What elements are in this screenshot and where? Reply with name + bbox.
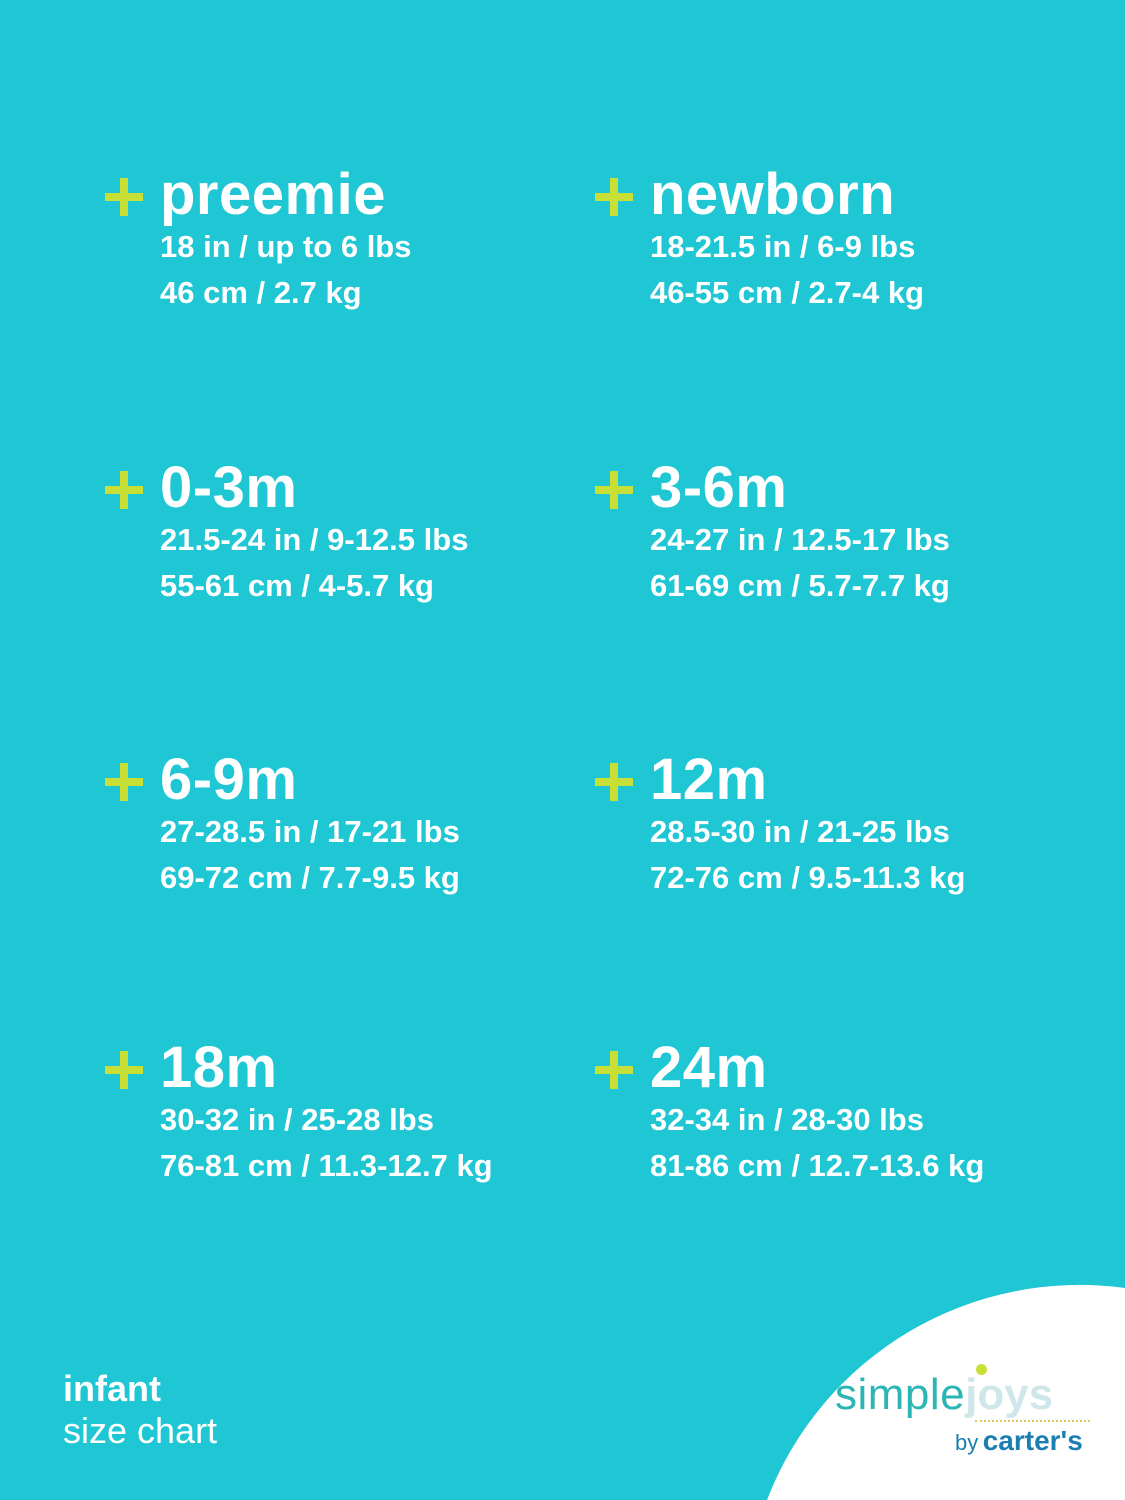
logo-badge-shape [767, 1284, 1125, 1500]
size-newborn: newborn 18-21.5 in / 6-9 lbs 46-55 cm / … [595, 162, 924, 316]
plus-icon [595, 178, 633, 216]
logo-dot-icon [976, 1364, 988, 1375]
size-title: preemie [160, 162, 386, 227]
size-imperial: 27-28.5 in / 17-21 lbs [160, 814, 460, 849]
plus-icon [105, 471, 143, 509]
size-metric: 46 cm / 2.7 kg [160, 275, 362, 310]
size-title: 24m [650, 1035, 768, 1100]
size-title: newborn [650, 162, 896, 227]
size-24m: 24m 32-34 in / 28-30 lbs 81-86 cm / 12.7… [595, 1035, 985, 1189]
size-preemie: preemie 18 in / up to 6 lbs 46 cm / 2.7 … [105, 162, 412, 316]
plus-icon [105, 1051, 143, 1089]
size-imperial: 24-27 in / 12.5-17 lbs [650, 522, 950, 557]
size-3-6m: 3-6m 24-27 in / 12.5-17 lbs 61-69 cm / 5… [595, 455, 950, 609]
caption-infant: infant [63, 1368, 161, 1409]
plus-icon [595, 471, 633, 509]
logo-dotted-line [975, 1420, 1090, 1422]
logo-by: by [955, 1430, 979, 1455]
logo-carters: carter's [982, 1425, 1083, 1456]
size-title: 0-3m [160, 455, 298, 520]
plus-icon [595, 1051, 633, 1089]
size-metric: 72-76 cm / 9.5-11.3 kg [650, 860, 966, 895]
plus-icon [595, 763, 633, 801]
simple-joys-logo: simple joys by carter's [835, 1364, 1090, 1456]
logo-joys: joys [965, 1364, 1053, 1419]
size-metric: 76-81 cm / 11.3-12.7 kg [160, 1148, 493, 1183]
size-0-3m: 0-3m 21.5-24 in / 9-12.5 lbs 55-61 cm / … [105, 455, 469, 609]
size-imperial: 28.5-30 in / 21-25 lbs [650, 814, 950, 849]
size-metric: 81-86 cm / 12.7-13.6 kg [650, 1148, 985, 1183]
size-metric: 46-55 cm / 2.7-4 kg [650, 275, 924, 310]
size-title: 18m [160, 1035, 278, 1100]
size-metric: 55-61 cm / 4-5.7 kg [160, 568, 434, 603]
plus-icon [105, 178, 143, 216]
size-title: 12m [650, 747, 768, 812]
size-imperial: 18-21.5 in / 6-9 lbs [650, 229, 916, 264]
size-imperial: 21.5-24 in / 9-12.5 lbs [160, 522, 469, 557]
size-12m: 12m 28.5-30 in / 21-25 lbs 72-76 cm / 9.… [595, 747, 966, 901]
size-imperial: 18 in / up to 6 lbs [160, 229, 412, 264]
logo-badge-background [767, 1284, 1125, 1500]
plus-icon [105, 763, 143, 801]
size-title: 3-6m [650, 455, 788, 520]
size-metric: 69-72 cm / 7.7-9.5 kg [160, 860, 460, 895]
size-imperial: 30-32 in / 25-28 lbs [160, 1102, 434, 1137]
size-imperial: 32-34 in / 28-30 lbs [650, 1102, 924, 1137]
size-metric: 61-69 cm / 5.7-7.7 kg [650, 568, 950, 603]
logo-by-carters: by carter's [955, 1425, 1083, 1457]
logo-simple: simple [835, 1370, 966, 1419]
size-6-9m: 6-9m 27-28.5 in / 17-21 lbs 69-72 cm / 7… [105, 747, 460, 901]
size-title: 6-9m [160, 747, 298, 812]
size-18m: 18m 30-32 in / 25-28 lbs 76-81 cm / 11.3… [105, 1035, 493, 1189]
chart-caption: infant size chart [63, 1368, 217, 1452]
caption-size-chart: size chart [63, 1410, 218, 1451]
